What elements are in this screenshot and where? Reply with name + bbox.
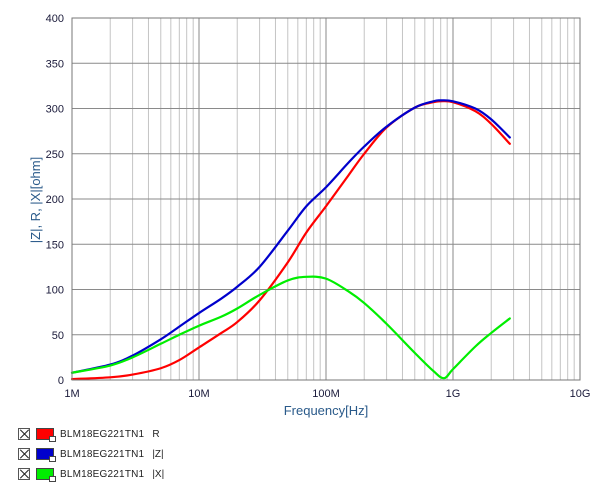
y-tick-label: 150 [46,239,64,251]
y-tick-label: 200 [46,194,64,206]
series-layer [70,99,511,381]
x-axis-title: Frequency[Hz] [284,403,369,418]
series-line-z [70,99,511,374]
x-tick-label: 10M [188,388,209,400]
legend-param-x: |X| [152,468,165,480]
legend: BLM18EG221TN1 R BLM18EG221TN1 |Z| BLM18E… [18,424,578,484]
plot-frame [71,17,581,381]
legend-checkbox-r[interactable] [18,428,30,440]
legend-param-r: R [152,428,160,440]
x-tick-label: 10G [570,388,591,400]
legend-label-x: BLM18EG221TN1 [60,468,145,480]
x-tick-label: 100M [312,388,340,400]
y-tick-label: 350 [46,58,64,70]
legend-color-swatch-z[interactable] [36,448,56,462]
legend-item-x: BLM18EG221TN1 |X| [18,464,578,484]
y-tick-label: 50 [52,330,64,342]
legend-checkbox-x[interactable] [18,468,30,480]
x-tick-label: 1M [64,388,79,400]
y-tick-label: 100 [46,285,64,297]
legend-color-swatch-x[interactable] [36,468,56,482]
legend-checkbox-z[interactable] [18,448,30,460]
y-axis-title: |Z|, R, |X|[ohm] [28,157,43,243]
y-tick-label: 0 [58,375,64,387]
y-tick-label: 300 [46,104,64,116]
tick-labels: 1M 10M 100M 1G 10G 0 50 100 150 200 250 300 350 400 [46,13,591,400]
series-line-x [70,275,511,380]
legend-label-r: BLM18EG221TN1 [60,428,145,440]
legend-color-swatch-r[interactable] [36,428,56,442]
legend-label-z: BLM18EG221TN1 [60,448,145,460]
x-tick-label: 1G [446,388,461,400]
y-tick-label: 250 [46,149,64,161]
grid [71,17,580,381]
legend-item-z: BLM18EG221TN1 |Z| [18,444,578,464]
impedance-chart: 1M 10M 100M 1G 10G 0 50 100 150 200 250 300 350 400 F… [28,13,591,418]
y-tick-label: 400 [46,13,64,25]
legend-item-r: BLM18EG221TN1 R [18,424,578,444]
legend-param-z: |Z| [152,448,164,460]
